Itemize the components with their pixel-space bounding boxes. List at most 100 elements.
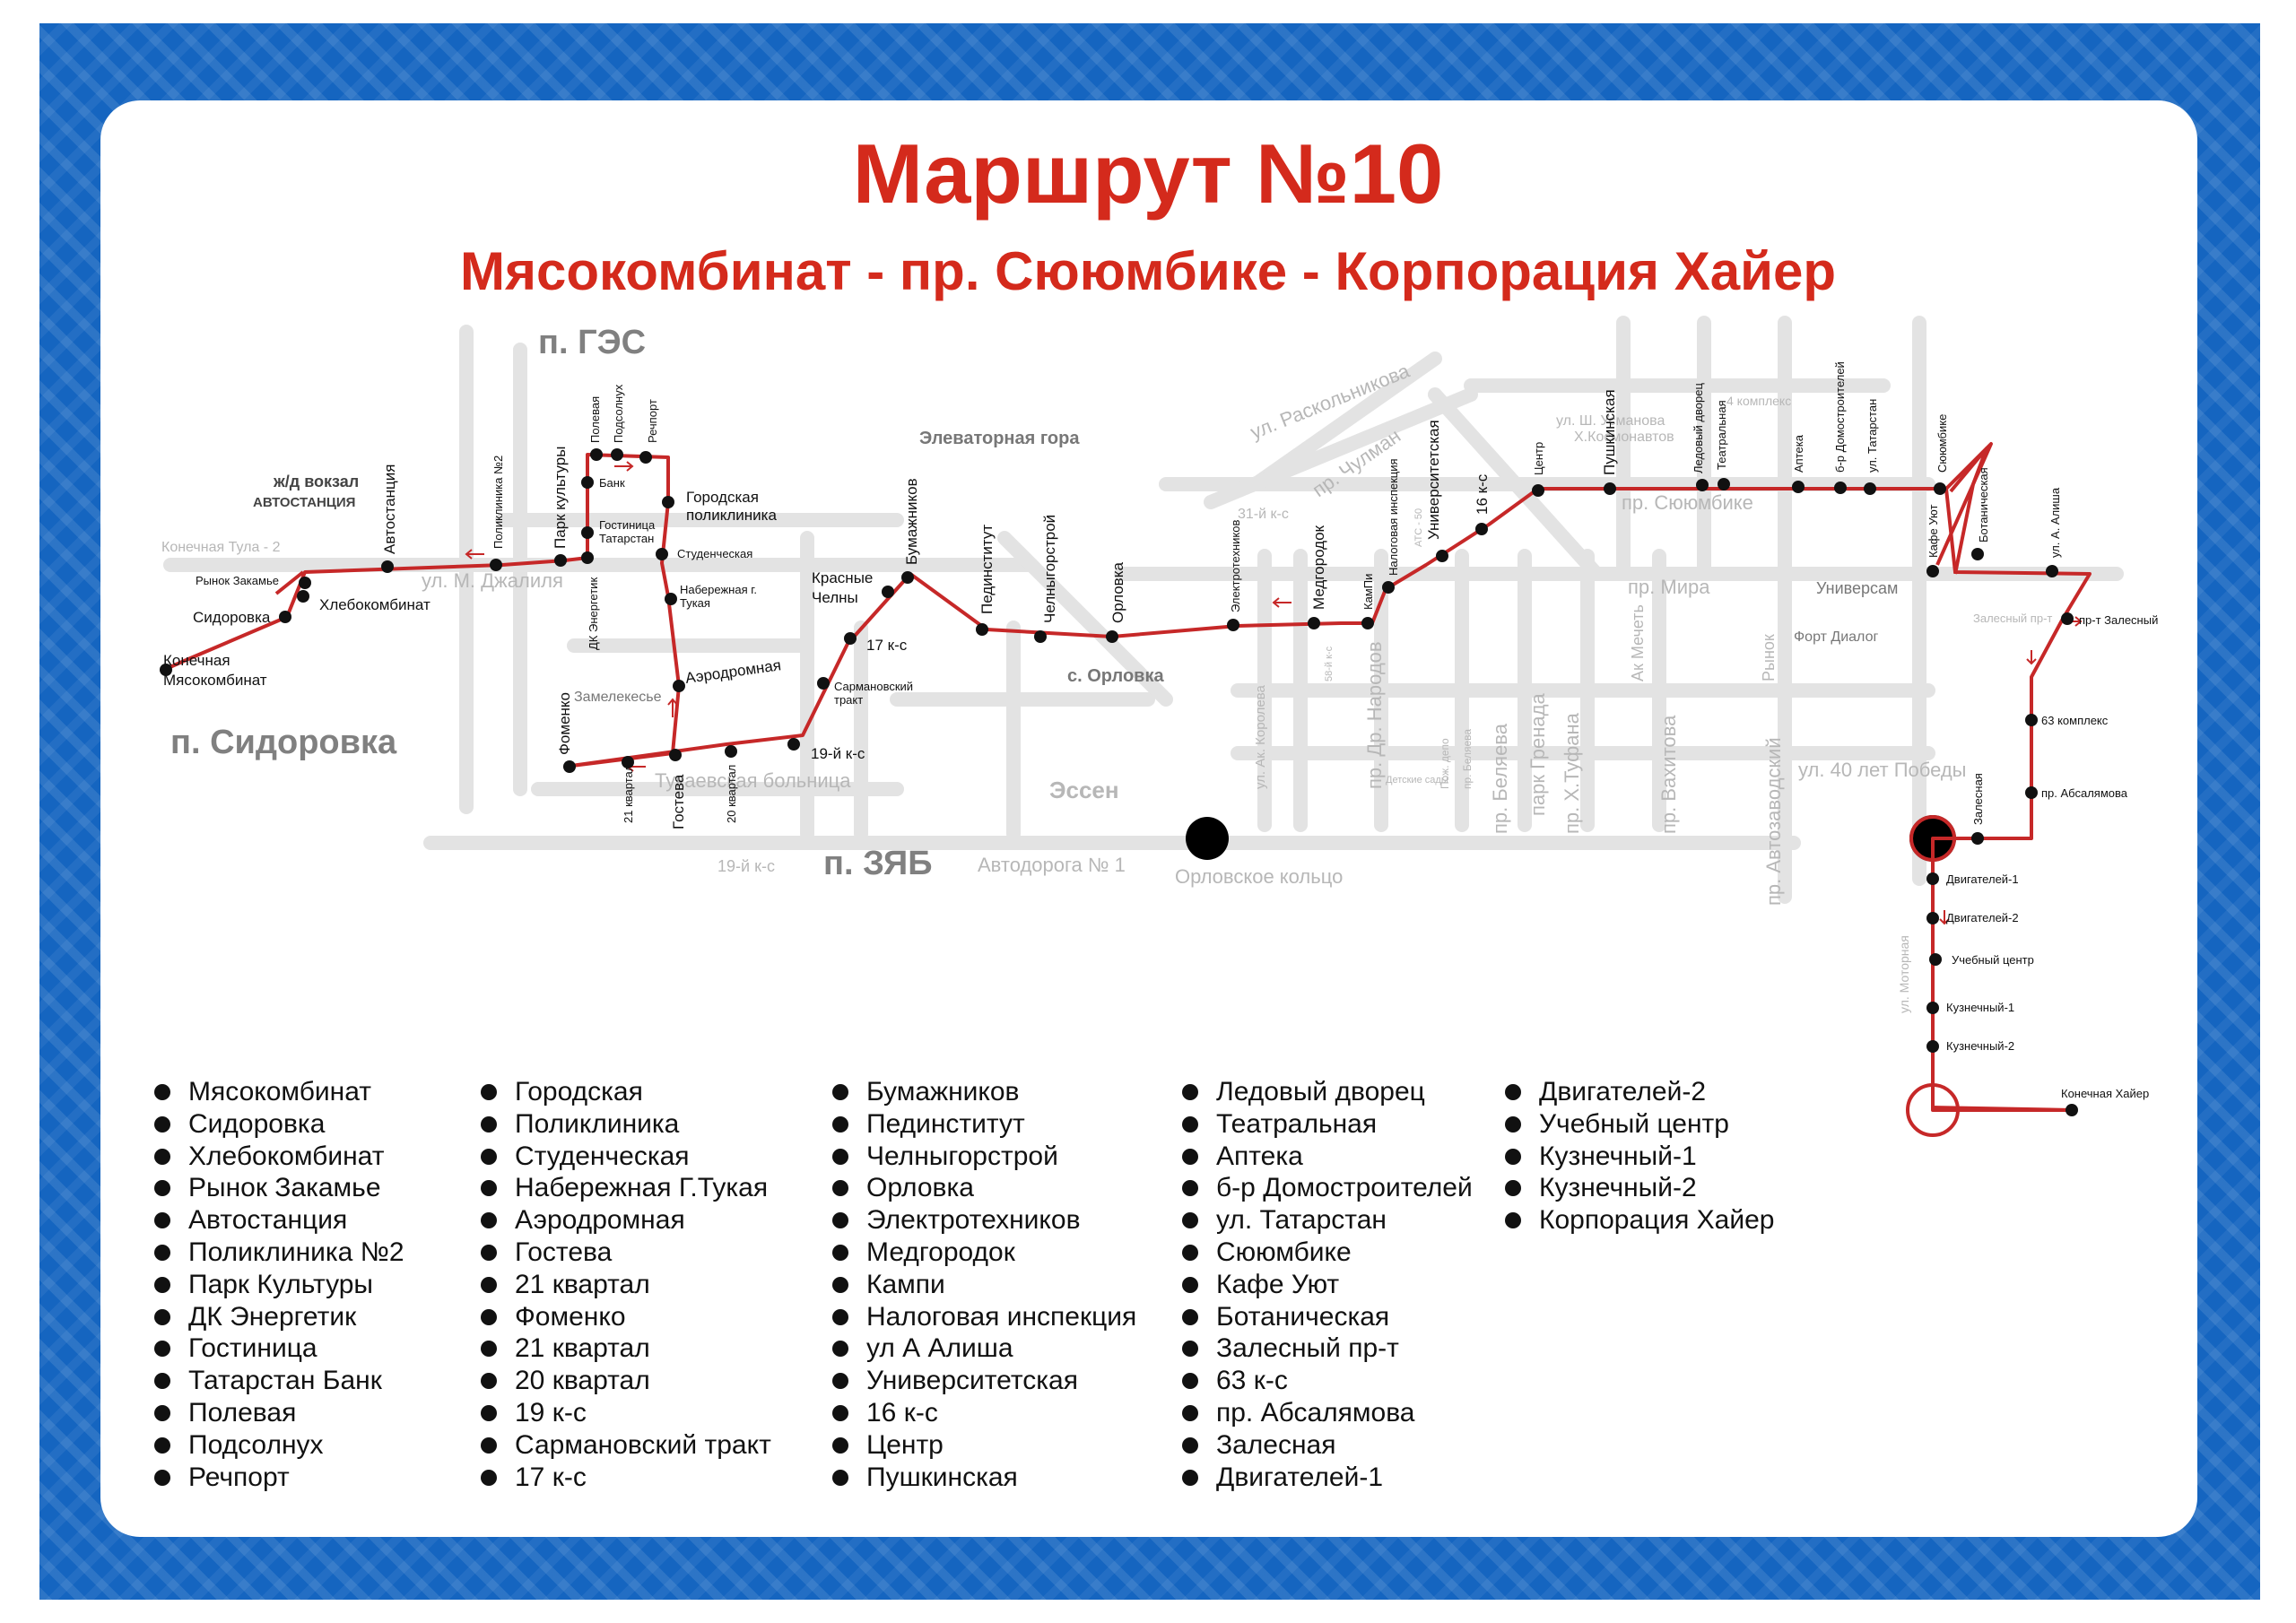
route-segment-west xyxy=(165,453,2092,1112)
stop-k19-dot[interactable] xyxy=(787,738,800,751)
stop-k16-dot[interactable] xyxy=(1475,523,1488,535)
legend-item: Двигателей-2 xyxy=(1505,1076,1775,1108)
stop-pedinstitut-dot[interactable] xyxy=(976,623,988,636)
stop-absalyamova-dot[interactable] xyxy=(2025,786,2038,799)
street-rynok: Рынок xyxy=(1760,634,1778,681)
legend-item: Сармановский тракт xyxy=(481,1429,771,1462)
stop-k17-dot[interactable] xyxy=(844,632,857,645)
stop-dvig2-dot[interactable] xyxy=(1926,912,1939,924)
stop-ledovyi-label: Ледовый дворец xyxy=(1692,383,1705,473)
stop-rynok-zakamye-dot[interactable] xyxy=(299,577,311,589)
stop-universitetskaya-dot[interactable] xyxy=(1436,550,1448,562)
stop-kuz2-dot[interactable] xyxy=(1926,1040,1939,1053)
legend-item: Кафе Уют xyxy=(1182,1269,1473,1301)
stop-k63-dot[interactable] xyxy=(2025,714,2038,726)
label-ats50: АТС - 50 xyxy=(1413,508,1424,547)
stop-centr-dot[interactable] xyxy=(1532,484,1544,497)
stop-nab-tukaya-dot[interactable] xyxy=(665,593,677,605)
stop-kafe-uyut-dot[interactable] xyxy=(1926,565,1939,577)
stop-orlovka-dot[interactable] xyxy=(1106,630,1118,643)
label-avtostanciya: АВТОСТАНЦИЯ xyxy=(253,495,355,510)
stop-bumazhnikov-dot[interactable] xyxy=(901,571,914,584)
stop-botanicheskaya-dot[interactable] xyxy=(1971,548,1984,560)
stop-haier-dot[interactable] xyxy=(2066,1104,2078,1116)
stop-pushkinskaya-dot[interactable] xyxy=(1604,482,1616,495)
stop-dk-energetik-dot[interactable] xyxy=(581,551,594,564)
legend-item: Аэродромная xyxy=(481,1204,771,1237)
stop-nalogovaya-label: Налоговая инспекция xyxy=(1387,458,1400,576)
stop-syuyumbike-dot[interactable] xyxy=(1934,482,1946,495)
stop-medgorodok-dot[interactable] xyxy=(1308,617,1320,629)
label-elevator-gora: Элеваторная гора xyxy=(919,429,1080,448)
stop-bank-dot[interactable] xyxy=(581,476,594,489)
stop-podsolnuh-dot[interactable] xyxy=(611,448,623,461)
stop-kampi-dot[interactable] xyxy=(1361,617,1374,629)
stop-gosteva-dot[interactable] xyxy=(669,749,682,761)
legend-item: Залесная xyxy=(1182,1429,1473,1462)
legend-item: Набережная Г.Тукая xyxy=(481,1172,771,1204)
stop-polevaya-dot[interactable] xyxy=(590,448,603,461)
stop-dvig1-dot[interactable] xyxy=(1926,872,1939,885)
arrow-icon xyxy=(614,461,634,472)
legend-column-1: Мясокомбинат Сидоровка Хлебокомбинат Рын… xyxy=(154,1076,404,1493)
label-konechnaya-tula: Конечная Тула - 2 xyxy=(161,540,281,555)
stop-teatralnaya-label: Театральная xyxy=(1715,400,1728,470)
legend-item: 21 квартал xyxy=(481,1269,771,1301)
stop-dvig2-label: Двигателей-2 xyxy=(1946,911,2019,924)
legend-item: Гостева xyxy=(481,1237,771,1269)
stop-gostinica-dot[interactable] xyxy=(581,526,594,539)
label-avtodoroga: Автодорога № 1 xyxy=(978,854,1126,876)
stop-elektrotehnikov-dot[interactable] xyxy=(1227,619,1239,631)
stop-krasnye-chelny-dot[interactable] xyxy=(882,586,894,598)
street-korolova: ул. Ак. Королева xyxy=(1253,685,1268,789)
stop-sidorovka-dot[interactable] xyxy=(279,611,291,623)
stop-aerodromnaya-dot[interactable] xyxy=(673,680,685,692)
stop-teatralnaya-dot[interactable] xyxy=(1718,478,1730,490)
label-depo: Пож. депо xyxy=(1439,738,1451,789)
stop-nalogovaya-dot[interactable] xyxy=(1382,581,1395,594)
legend-item: Орловка xyxy=(832,1172,1136,1204)
stop-myasokombinat-dot[interactable] xyxy=(160,664,172,676)
legend-item: Студенческая xyxy=(481,1141,771,1173)
stop-domostroiteley-dot[interactable] xyxy=(1834,482,1847,494)
route-spur-rynok xyxy=(274,570,305,595)
stop-ledovyi-dot[interactable] xyxy=(1696,479,1709,491)
stop-botanicheskaya-label: Ботаническая xyxy=(1977,467,1990,542)
stop-hlebokombinat-dot[interactable] xyxy=(297,590,309,603)
stop-zalesnyi-dot[interactable] xyxy=(2061,612,2074,625)
stop-kuz2-label: Кузнечный-2 xyxy=(1946,1039,2014,1053)
label-orlovskoe-koltso: Орловское кольцо xyxy=(1175,865,1343,888)
stop-kv21-label: 21 квартал xyxy=(622,765,635,823)
legend-column-4: Ледовый дворец Театральная Аптека б-р До… xyxy=(1182,1076,1473,1493)
street-vahitova: пр. Вахитова xyxy=(1657,715,1680,834)
street-motornaya: ул. Моторная xyxy=(1897,935,1911,1013)
legend-item: 16 к-с xyxy=(832,1397,1136,1429)
arrow-icon xyxy=(465,549,484,560)
stop-gor-poliklinika-dot[interactable] xyxy=(662,496,674,508)
stop-kv20-dot[interactable] xyxy=(725,745,737,758)
stop-apteka-dot[interactable] xyxy=(1792,481,1805,493)
stop-medgorodok-label: Медгородок xyxy=(1310,525,1327,610)
legend-item: Речпорт xyxy=(154,1462,404,1494)
stop-rechport-dot[interactable] xyxy=(639,451,652,464)
stop-sarmanovskiy-label: Сармановский тракт xyxy=(834,680,913,707)
stop-park-kultury-dot[interactable] xyxy=(554,554,567,567)
stop-fomenko-dot[interactable] xyxy=(563,760,576,773)
stop-sarmanovskiy-dot[interactable] xyxy=(817,677,830,690)
stop-tatarstan-dot[interactable] xyxy=(1864,482,1876,495)
stop-alisha-dot[interactable] xyxy=(2046,565,2058,577)
stop-kuz1-dot[interactable] xyxy=(1926,1002,1939,1014)
stop-zalesnaya-dot[interactable] xyxy=(1971,832,1984,845)
stop-studencheskaya-dot[interactable] xyxy=(656,548,668,560)
stop-chelnygorstroy-dot[interactable] xyxy=(1034,630,1047,643)
stop-kv21-dot[interactable] xyxy=(622,756,634,768)
stop-uchebnyi-dot[interactable] xyxy=(1929,953,1942,966)
stop-centr-label: Центр xyxy=(1532,442,1545,475)
stop-k63-label: 63 комплекс xyxy=(2041,714,2109,727)
stop-avtostanciya-label: Автостанция xyxy=(381,464,398,554)
route-loop-syuyumbike xyxy=(1935,442,1993,566)
legend-item: 21 квартал xyxy=(481,1332,771,1365)
stop-poliklinika2-dot[interactable] xyxy=(490,559,502,571)
legend-item: Мясокомбинат xyxy=(154,1076,404,1108)
stop-avtostanciya-dot[interactable] xyxy=(381,560,394,573)
